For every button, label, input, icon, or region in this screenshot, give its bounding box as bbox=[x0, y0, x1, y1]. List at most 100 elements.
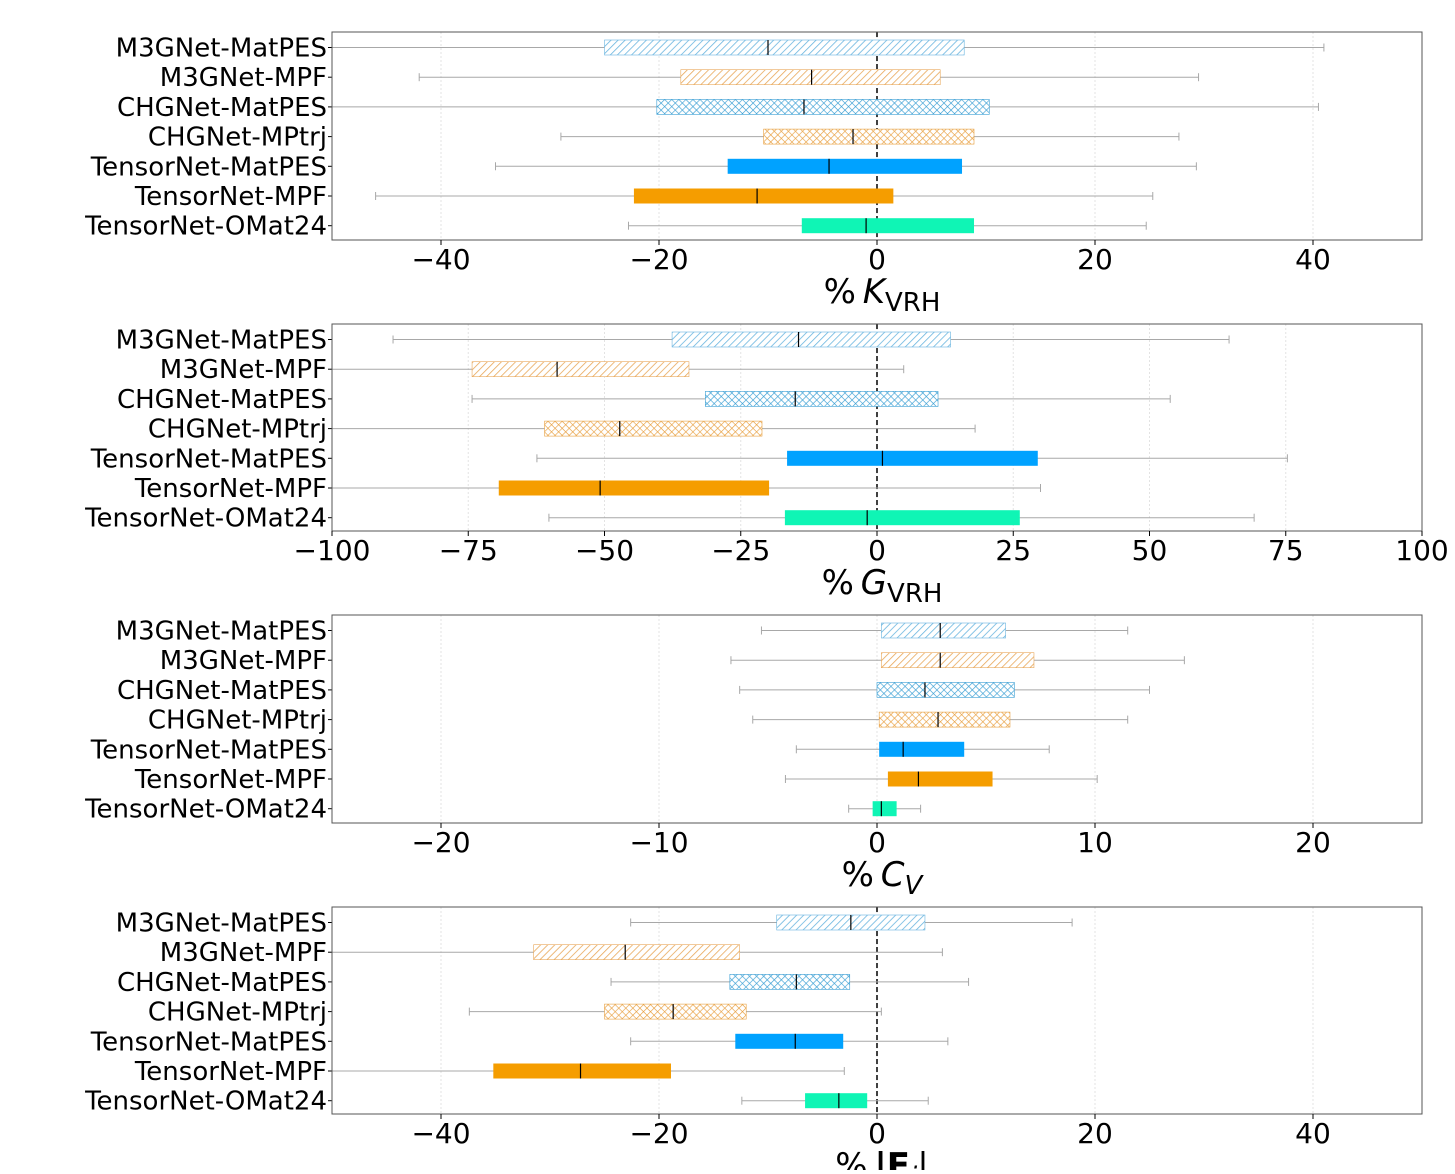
category-label: TensorNet-MatPES bbox=[90, 735, 327, 765]
box-M3GNet-MPF bbox=[331, 944, 943, 961]
x-tick-label: 25 bbox=[995, 534, 1031, 567]
iqr-box bbox=[680, 69, 941, 85]
box-TensorNet-MatPES bbox=[495, 158, 1197, 174]
iqr-box bbox=[881, 622, 1006, 639]
iqr-box bbox=[498, 480, 770, 496]
panel-4: M3GNet-MatPESM3GNet-MPFCHGNet-MatPESCHGN… bbox=[84, 906, 1423, 1174]
box-M3GNet-MatPES bbox=[331, 39, 1325, 56]
iqr-box bbox=[604, 1003, 747, 1020]
x-tick-label: 20 bbox=[1295, 826, 1331, 859]
category-label: M3GNet-MPF bbox=[160, 646, 327, 676]
panel-2: M3GNet-MatPESM3GNet-MPFCHGNet-MatPESCHGN… bbox=[84, 323, 1449, 609]
x-tick-label: −20 bbox=[629, 243, 688, 276]
iqr-box bbox=[544, 420, 763, 437]
category-label: TensorNet-MPF bbox=[134, 182, 327, 212]
axes-frame bbox=[331, 906, 1423, 1115]
category-label: M3GNet-MatPES bbox=[116, 909, 327, 939]
box-TensorNet-MPF bbox=[784, 771, 1098, 787]
iqr-box bbox=[763, 128, 975, 145]
iqr-box bbox=[705, 391, 939, 407]
box-TensorNet-MatPES bbox=[536, 450, 1288, 466]
category-label: TensorNet-OMat24 bbox=[84, 1087, 327, 1117]
category-label: TensorNet-MatPES bbox=[90, 152, 327, 182]
box-TensorNet-MatPES bbox=[795, 741, 1050, 757]
category-label: M3GNet-MPF bbox=[160, 63, 327, 93]
iqr-box bbox=[533, 944, 740, 961]
box-CHGNet-MatPES bbox=[610, 974, 970, 990]
box-TensorNet-MPF bbox=[331, 480, 1041, 496]
iqr-box bbox=[493, 1063, 671, 1079]
category-label: CHGNet-MPtrj bbox=[148, 123, 327, 153]
x-tick-label: −40 bbox=[411, 1117, 470, 1150]
iqr-box bbox=[878, 711, 1011, 728]
iqr-box bbox=[656, 99, 990, 115]
iqr-box bbox=[801, 218, 975, 234]
x-tick-label: 100 bbox=[1395, 534, 1448, 567]
box-TensorNet-OMat24 bbox=[548, 510, 1255, 526]
category-label: M3GNet-MatPES bbox=[116, 34, 327, 64]
iqr-box bbox=[879, 741, 965, 757]
box-CHGNet-MPtrj bbox=[752, 711, 1129, 728]
box-TensorNet-MatPES bbox=[630, 1033, 949, 1049]
category-label: CHGNet-MatPES bbox=[117, 676, 327, 706]
category-label: CHGNet-MPtrj bbox=[148, 415, 327, 445]
iqr-box bbox=[887, 771, 993, 787]
box-CHGNet-MatPES bbox=[471, 391, 1171, 407]
category-label: CHGNet-MatPES bbox=[117, 385, 327, 415]
iqr-box bbox=[471, 361, 690, 378]
box-CHGNet-MatPES bbox=[331, 99, 1319, 115]
category-label: TensorNet-OMat24 bbox=[84, 212, 327, 242]
category-label: M3GNet-MatPES bbox=[116, 617, 327, 647]
x-tick-label: −50 bbox=[575, 534, 634, 567]
iqr-box bbox=[633, 188, 894, 204]
iqr-box bbox=[671, 331, 951, 348]
x-tick-label: 75 bbox=[1268, 534, 1304, 567]
iqr-box bbox=[604, 39, 965, 56]
x-tick-label: −100 bbox=[294, 534, 371, 567]
iqr-box bbox=[729, 974, 851, 990]
x-tick-label: 0 bbox=[868, 826, 886, 859]
iqr-box bbox=[881, 652, 1035, 669]
x-tick-label: −20 bbox=[629, 1117, 688, 1150]
box-M3GNet-MPF bbox=[730, 652, 1185, 669]
category-label: TensorNet-MPF bbox=[134, 1057, 327, 1087]
panel-3: M3GNet-MatPESM3GNet-MPFCHGNet-MatPESCHGN… bbox=[84, 614, 1423, 901]
category-label: TensorNet-OMat24 bbox=[84, 795, 327, 825]
category-label: TensorNet-MatPES bbox=[90, 444, 327, 474]
box-CHGNet-MPtrj bbox=[560, 128, 1180, 145]
x-tick-label: −10 bbox=[629, 826, 688, 859]
x-tick-label: 20 bbox=[1077, 243, 1113, 276]
x-tick-label: 0 bbox=[868, 243, 886, 276]
category-label: TensorNet-MPF bbox=[134, 474, 327, 504]
x-tick-label: −20 bbox=[411, 826, 470, 859]
iqr-box bbox=[805, 1093, 868, 1109]
x-axis-title: % |Fi| bbox=[835, 1146, 928, 1170]
box-TensorNet-OMat24 bbox=[627, 218, 1147, 234]
box-TensorNet-OMat24 bbox=[848, 801, 922, 817]
x-tick-label: −40 bbox=[411, 243, 470, 276]
category-label: TensorNet-MatPES bbox=[90, 1027, 327, 1057]
iqr-box bbox=[876, 682, 1015, 698]
box-M3GNet-MatPES bbox=[630, 914, 1073, 931]
box-M3GNet-MPF bbox=[331, 361, 905, 378]
panel-1: M3GNet-MatPESM3GNet-MPFCHGNet-MatPESCHGN… bbox=[84, 31, 1423, 318]
x-tick-label: 0 bbox=[868, 1117, 886, 1150]
category-label: TensorNet-OMat24 bbox=[84, 504, 327, 534]
category-label: CHGNet-MatPES bbox=[117, 93, 327, 123]
x-tick-label: 10 bbox=[1077, 826, 1113, 859]
iqr-box bbox=[872, 801, 897, 817]
iqr-box bbox=[735, 1033, 844, 1049]
x-tick-label: 40 bbox=[1295, 243, 1331, 276]
x-tick-label: 0 bbox=[868, 534, 886, 567]
box-TensorNet-MPF bbox=[331, 1063, 845, 1079]
x-axis-title: % KVRH bbox=[824, 272, 941, 318]
category-label: CHGNet-MPtrj bbox=[148, 998, 327, 1028]
x-tick-label: 40 bbox=[1295, 1117, 1331, 1150]
category-label: TensorNet-MPF bbox=[134, 765, 327, 795]
category-label: M3GNet-MPF bbox=[160, 938, 327, 968]
axes-frame bbox=[331, 323, 1423, 532]
x-tick-label: −25 bbox=[711, 534, 770, 567]
box-M3GNet-MPF bbox=[418, 69, 1200, 85]
